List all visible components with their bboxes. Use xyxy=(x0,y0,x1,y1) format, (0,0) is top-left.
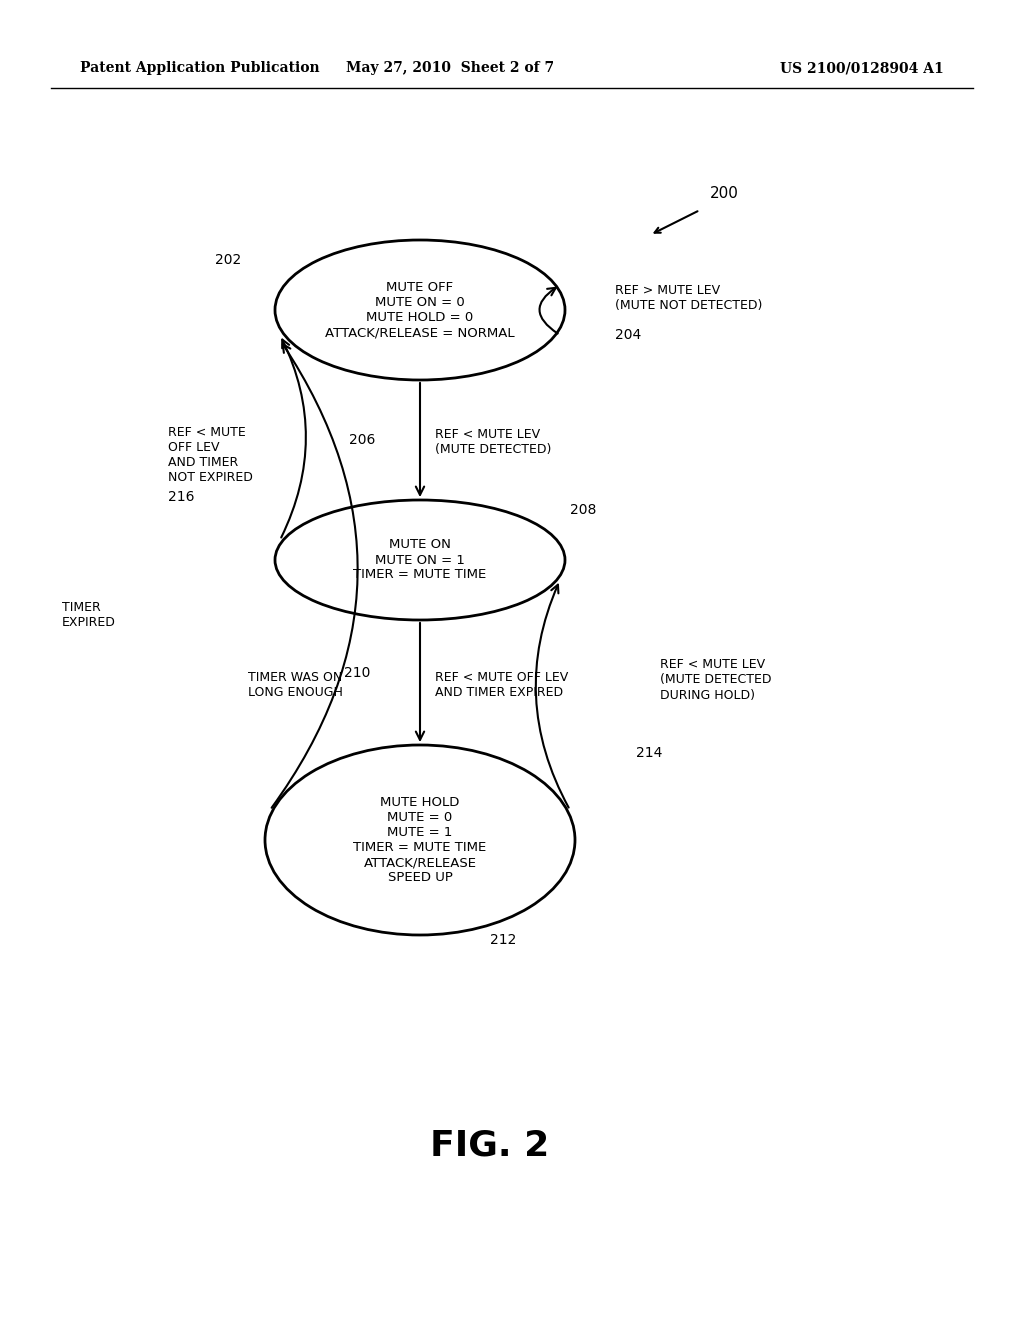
Text: TIMER WAS ON
LONG ENOUGH: TIMER WAS ON LONG ENOUGH xyxy=(248,671,342,700)
Text: TIMER
EXPIRED: TIMER EXPIRED xyxy=(62,601,116,630)
Text: May 27, 2010  Sheet 2 of 7: May 27, 2010 Sheet 2 of 7 xyxy=(346,61,555,75)
Text: REF < MUTE OFF LEV
AND TIMER EXPIRED: REF < MUTE OFF LEV AND TIMER EXPIRED xyxy=(435,671,568,700)
Text: 204: 204 xyxy=(615,327,641,342)
Text: 202: 202 xyxy=(215,253,242,267)
Text: Patent Application Publication: Patent Application Publication xyxy=(80,61,319,75)
Text: FIG. 2: FIG. 2 xyxy=(430,1129,549,1162)
FancyArrowPatch shape xyxy=(540,288,558,334)
FancyArrowPatch shape xyxy=(282,339,306,537)
Text: 212: 212 xyxy=(490,933,516,946)
Text: REF < MUTE LEV
(MUTE DETECTED
DURING HOLD): REF < MUTE LEV (MUTE DETECTED DURING HOL… xyxy=(660,659,771,701)
Text: 216: 216 xyxy=(168,490,195,504)
Text: REF > MUTE LEV
(MUTE NOT DETECTED): REF > MUTE LEV (MUTE NOT DETECTED) xyxy=(615,284,763,312)
Text: US 2100/0128904 A1: US 2100/0128904 A1 xyxy=(780,61,944,75)
FancyArrowPatch shape xyxy=(271,345,357,808)
Text: 200: 200 xyxy=(710,186,739,201)
Text: 214: 214 xyxy=(636,746,663,760)
Text: REF < MUTE LEV
(MUTE DETECTED): REF < MUTE LEV (MUTE DETECTED) xyxy=(435,428,551,455)
Text: MUTE ON
MUTE ON = 1
TIMER = MUTE TIME: MUTE ON MUTE ON = 1 TIMER = MUTE TIME xyxy=(353,539,486,582)
Text: 210: 210 xyxy=(344,667,370,680)
Text: 208: 208 xyxy=(570,503,596,517)
Text: 206: 206 xyxy=(348,433,375,447)
Text: MUTE OFF
MUTE ON = 0
MUTE HOLD = 0
ATTACK/RELEASE = NORMAL: MUTE OFF MUTE ON = 0 MUTE HOLD = 0 ATTAC… xyxy=(326,281,515,339)
Text: MUTE HOLD
MUTE = 0
MUTE = 1
TIMER = MUTE TIME
ATTACK/RELEASE
SPEED UP: MUTE HOLD MUTE = 0 MUTE = 1 TIMER = MUTE… xyxy=(353,796,486,884)
Text: REF < MUTE
OFF LEV
AND TIMER
NOT EXPIRED: REF < MUTE OFF LEV AND TIMER NOT EXPIRED xyxy=(168,426,253,484)
FancyArrowPatch shape xyxy=(536,585,568,808)
